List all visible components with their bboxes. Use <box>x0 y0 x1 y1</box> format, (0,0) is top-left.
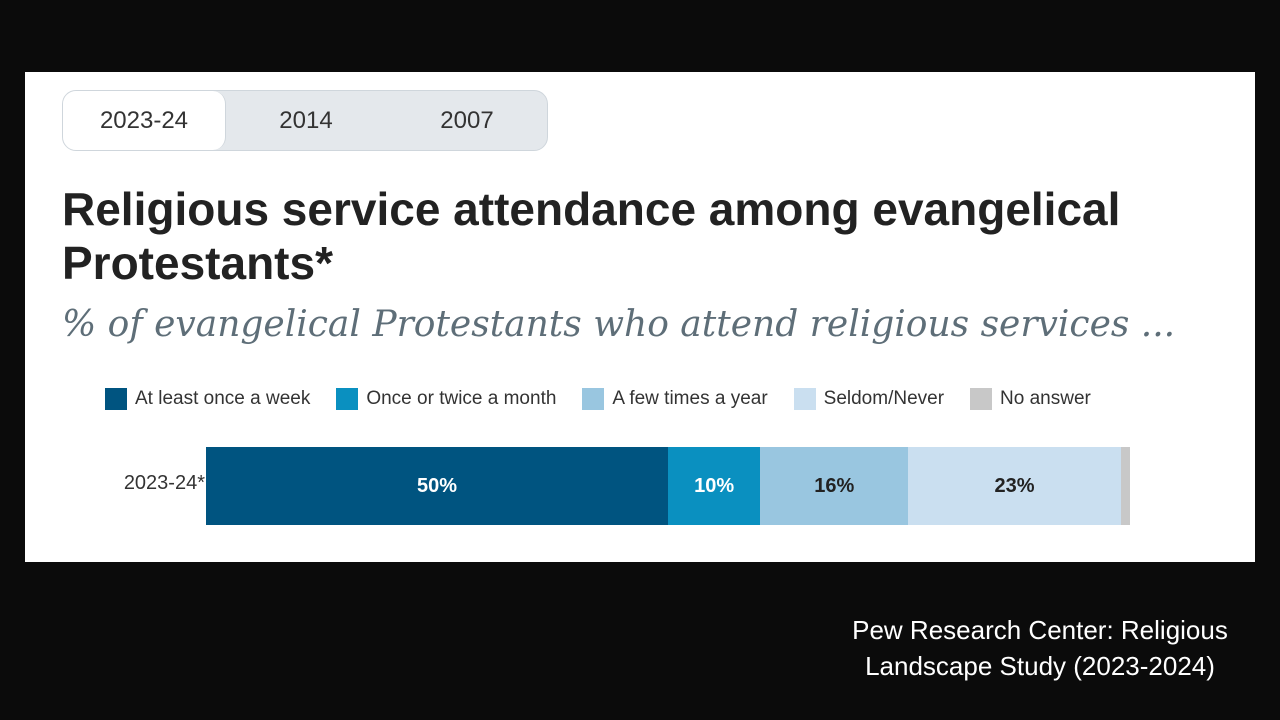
data-label: 10% <box>694 474 735 497</box>
legend-swatch <box>793 388 816 410</box>
legend-label: Once or twice a month <box>366 388 557 409</box>
data-label: 16% <box>814 474 855 497</box>
legend-label: No answer <box>1000 388 1091 409</box>
tab-2014[interactable]: 2014 <box>279 106 333 134</box>
bar-segment: 10% <box>668 447 761 525</box>
source-caption-line-2: Landscape Study (2023-2024) <box>865 651 1215 681</box>
bar-segment <box>1120 447 1130 525</box>
legend-swatch <box>336 388 359 410</box>
year-tabs: 2023-24 2014 2007 <box>62 90 548 151</box>
legend: At least once a week Once or twice a mont… <box>105 388 1091 410</box>
row-label: 2023-24* <box>123 472 205 494</box>
chart-card: 2023-24 2014 2007 Religious service atte… <box>25 72 1255 562</box>
legend-swatch <box>970 388 993 410</box>
tab-2023-24[interactable]: 2023-24 <box>63 91 226 150</box>
stacked-bar: 50% 10% 16% 23% <box>206 447 1130 525</box>
legend-item: Once or twice a month <box>336 388 556 410</box>
tab-2007[interactable]: 2007 <box>440 106 494 134</box>
chart-title: Religious service attendance among evang… <box>62 183 1121 289</box>
legend-swatch <box>582 388 605 410</box>
legend-item: No answer <box>970 388 1091 410</box>
bar-segment: 16% <box>760 447 909 525</box>
legend-label: Seldom/Never <box>823 388 945 409</box>
legend-item: At least once a week <box>105 388 310 410</box>
legend-label: A few times a year <box>612 388 768 409</box>
data-label: 23% <box>994 474 1035 497</box>
chart-subtitle: % of evangelical Protestants who attend … <box>62 304 1176 345</box>
legend-item: A few times a year <box>582 388 768 410</box>
source-caption: Pew Research Center: Religious Landscape… <box>820 612 1260 684</box>
bar-segment: 50% <box>206 447 668 525</box>
legend-label: At least once a week <box>135 388 311 409</box>
source-caption-line-1: Pew Research Center: Religious <box>852 615 1228 645</box>
legend-swatch <box>105 388 127 410</box>
legend-item: Seldom/Never <box>793 388 945 410</box>
bar-segment: 23% <box>908 447 1121 525</box>
data-label: 50% <box>416 474 458 497</box>
